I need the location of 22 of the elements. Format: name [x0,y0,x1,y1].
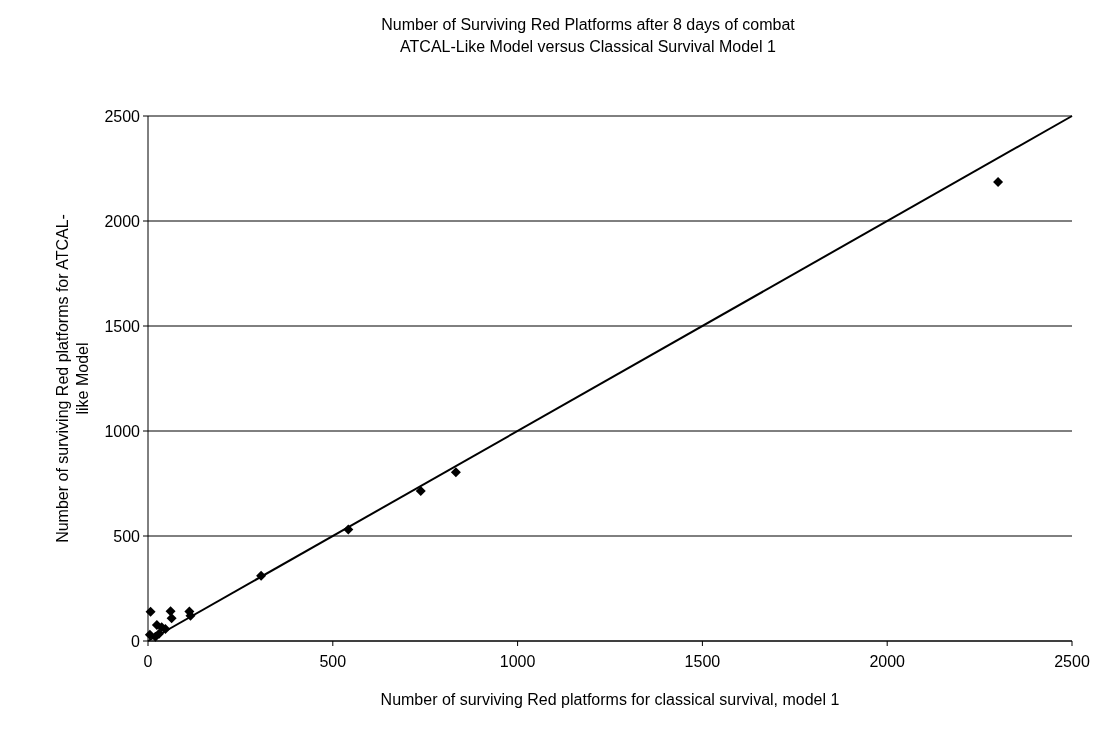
point [415,486,426,497]
x-tick-label: 2500 [1054,653,1090,670]
point [165,606,176,617]
point [993,176,1004,187]
y-tick-label: 1000 [104,422,141,440]
point [145,606,156,617]
x-tick-label: 0 [143,653,153,670]
x-tick-label: 500 [319,653,347,670]
x-tick-label: 1500 [684,653,721,670]
x-axis-title: Number of surviving Red platforms for classical survival, model 1 [380,691,840,708]
y-tick-label: 2500 [104,107,141,125]
y-tick-label: 2000 [104,212,141,230]
y-tick-label: 0 [131,632,141,650]
x-tick-label: 2000 [869,653,906,670]
x-tick-label: 1000 [499,653,536,670]
point [166,613,177,624]
chart-title: Number of Surviving Red Platforms after 8 days of combat [381,16,796,33]
y-tick-label: 500 [113,527,141,545]
y-axis-title: Number of surviving Red platforms for ATCAL-like Model [54,214,91,543]
point [450,467,461,478]
y-tick-label: 1500 [104,317,141,335]
chart-subtitle: ATCAL-Like Model versus Classical Survival Model 1 [400,38,777,55]
